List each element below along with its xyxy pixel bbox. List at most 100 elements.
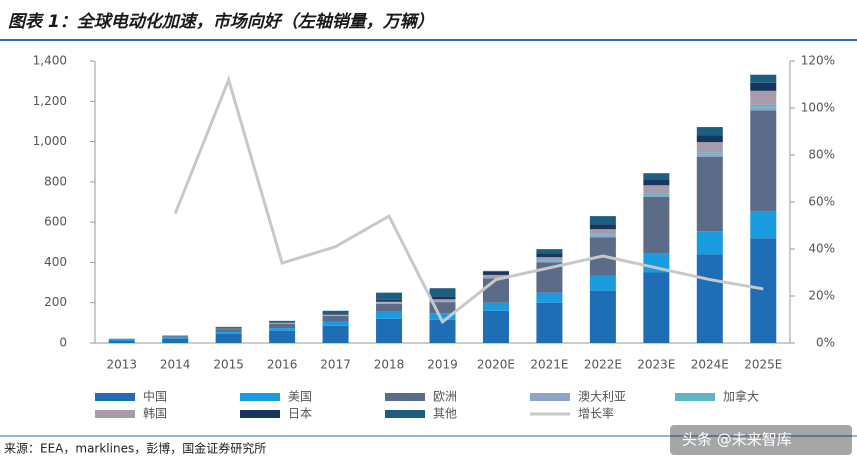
bar-segment	[590, 224, 616, 229]
legend-swatch	[385, 410, 425, 418]
legend-label: 增长率	[578, 406, 614, 421]
bar-segment	[269, 321, 295, 322]
x-tick-label: 2019	[427, 358, 458, 372]
bar-segment	[536, 257, 562, 260]
bar-segment	[269, 322, 295, 323]
x-tick-label: 2020E	[477, 358, 515, 372]
bar-segment	[216, 334, 242, 343]
y-tick-label: 400	[44, 255, 67, 269]
legend-swatch	[240, 393, 280, 401]
bar-segment	[590, 216, 616, 224]
bar-segment	[750, 83, 776, 91]
bar-segment	[323, 315, 349, 316]
bar-segment	[590, 234, 616, 235]
bar-segment	[697, 231, 723, 254]
legend-label: 中国	[143, 389, 167, 404]
legend-label: 韩国	[143, 406, 167, 421]
bar-segment	[269, 331, 295, 343]
bar-segment	[643, 173, 669, 179]
bar-segment	[162, 339, 188, 343]
legend-swatch	[95, 393, 135, 401]
bar-segment	[590, 291, 616, 343]
bar-segment	[697, 142, 723, 152]
x-tick-label: 2025E	[744, 358, 782, 372]
y-tick-label: 800	[44, 174, 67, 188]
legend-swatch	[530, 393, 570, 401]
bar-segment	[750, 211, 776, 238]
bar-segment	[376, 319, 402, 343]
x-tick-label: 2018	[374, 358, 405, 372]
bar-segment	[590, 229, 616, 234]
y2-tick-label: 0%	[816, 336, 835, 350]
growth-line	[175, 80, 763, 322]
legend-label: 美国	[288, 390, 312, 404]
bar-segment	[323, 322, 349, 326]
bar-segment	[536, 293, 562, 303]
x-tick-label: 2021E	[530, 358, 568, 372]
bar-segment	[216, 327, 242, 328]
bar-segment	[536, 253, 562, 257]
bar-segment	[376, 304, 402, 312]
y-tick-label: 0	[59, 336, 67, 350]
bar-segment	[643, 179, 669, 185]
x-tick-label: 2017	[320, 358, 351, 372]
y-tick-label: 200	[44, 295, 67, 309]
bar-segment	[643, 197, 669, 253]
bar-segment	[750, 75, 776, 83]
bar-segment	[750, 91, 776, 105]
legend-swatch	[675, 393, 715, 401]
bar-segment	[269, 328, 295, 331]
y2-tick-label: 100%	[801, 101, 835, 115]
bar-segment	[483, 311, 509, 343]
bar-segment	[697, 154, 723, 156]
bar-segment	[750, 110, 776, 211]
bar-segment	[643, 195, 669, 197]
bar-segment	[430, 288, 456, 296]
bar-segment	[109, 341, 135, 343]
bar-segment	[697, 152, 723, 154]
bar-segment	[697, 127, 723, 135]
bar-segment	[376, 302, 402, 303]
bar-segment	[590, 276, 616, 291]
bar-segment	[536, 261, 562, 262]
bar-segment	[162, 337, 188, 339]
legend-label: 日本	[288, 407, 312, 421]
bar-segment	[162, 336, 188, 337]
y2-tick-label: 40%	[808, 242, 835, 256]
bar-segment	[643, 193, 669, 195]
x-tick-label: 2015	[213, 358, 244, 372]
legend-label: 加拿大	[723, 389, 759, 404]
bar-segment	[376, 303, 402, 304]
x-tick-label: 2016	[267, 358, 298, 372]
bar-segment	[750, 105, 776, 107]
bar-segment	[536, 303, 562, 343]
x-tick-label: 2023E	[637, 358, 675, 372]
bar-segment	[483, 279, 509, 303]
x-tick-label: 2013	[106, 358, 137, 372]
bar-segment	[216, 329, 242, 331]
legend-label: 澳大利亚	[578, 390, 626, 404]
bar-segment	[376, 300, 402, 302]
bar-segment	[376, 312, 402, 319]
bar-segment	[697, 254, 723, 343]
bar-segment	[323, 316, 349, 322]
x-tick-label: 2014	[160, 358, 191, 372]
y-tick-label: 1,400	[33, 54, 67, 68]
bar-segment	[483, 303, 509, 311]
bar-segment	[536, 260, 562, 261]
bar-segment	[590, 236, 616, 238]
bar-segment	[483, 271, 509, 272]
y2-tick-label: 120%	[801, 54, 835, 68]
bar-segment	[750, 238, 776, 343]
legend-label: 其他	[433, 407, 457, 421]
bar-segment	[269, 324, 295, 328]
bar-segment	[643, 185, 669, 193]
source: 来源：EEA，marklines，彭博，国金证券研究所	[4, 441, 266, 456]
bar-segment	[109, 339, 135, 340]
legend-swatch	[95, 410, 135, 418]
legend-swatch	[240, 410, 280, 418]
bar-segment	[376, 293, 402, 300]
bar-segment	[643, 273, 669, 344]
y-tick-label: 1,000	[33, 134, 67, 148]
